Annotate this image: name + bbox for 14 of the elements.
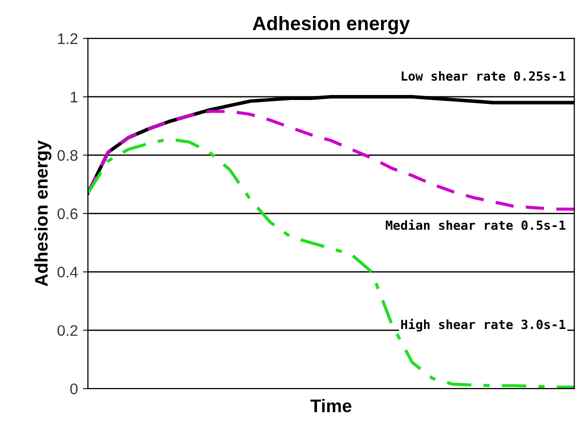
y-tick-label: 0.2 bbox=[58, 325, 78, 336]
series-label: Low shear rate 0.25s-1 bbox=[402, 71, 566, 81]
y-tick-label: 0.4 bbox=[58, 266, 78, 278]
line-series bbox=[88, 110, 574, 211]
series-label: Median shear rate 0.5s-1 bbox=[386, 220, 566, 230]
y-axis-title: Adhesion energy bbox=[34, 140, 52, 286]
y-tick-label: 1 bbox=[70, 92, 78, 102]
y-tick-label: 1.2 bbox=[58, 33, 78, 44]
series-label: High shear rate 3.0s-1 bbox=[401, 318, 566, 332]
x-axis-title: Time bbox=[310, 398, 352, 412]
y-tick-label: 0 bbox=[70, 383, 78, 394]
y-tick-label: 0.8 bbox=[58, 150, 78, 161]
chart-title: Adhesion energy bbox=[252, 16, 410, 34]
y-tick-label: 0.6 bbox=[58, 208, 78, 220]
